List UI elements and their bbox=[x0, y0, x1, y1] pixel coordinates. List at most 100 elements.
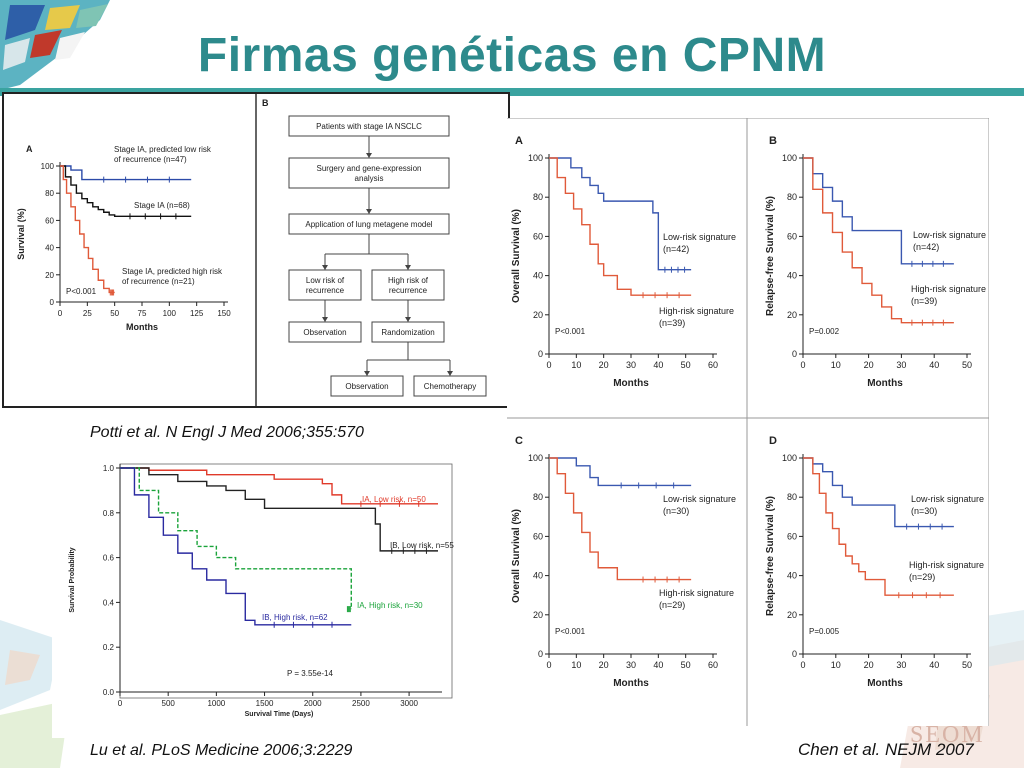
lu-B-y-tick-label: 0.8 bbox=[103, 509, 115, 518]
chen-A-panel-label: A bbox=[515, 135, 523, 147]
chen-A-series-label: High-risk signature bbox=[659, 306, 734, 316]
lu-B-chart: B0.00.20.40.60.81.0050010001500200025003… bbox=[69, 438, 454, 718]
chen-D-y-tick-label: 0 bbox=[792, 649, 797, 659]
potti-figure-panel: A 0 20 40 60 80 100 0 25 50 75 100 125 150 Months Survi… bbox=[2, 92, 510, 408]
chen-A-y-tick-label: 60 bbox=[533, 231, 543, 241]
chen-C-x-tick-label: 60 bbox=[708, 660, 718, 670]
flowchart-box-label-n1: Patients with stage IA NSCLC bbox=[316, 122, 422, 131]
chen-C-x-tick-label: 50 bbox=[681, 660, 691, 670]
chen-D-series-line bbox=[803, 457, 954, 596]
potti-chart-bg bbox=[4, 94, 254, 406]
chen-D-x-tick-label: 0 bbox=[800, 660, 805, 670]
chen-D-x-tick-label: 50 bbox=[962, 660, 972, 670]
chen-C-chart: C 0 20 40 60 80 100 0 10 20 30 40 50 60 Months Overall … bbox=[511, 435, 736, 689]
potti-A-series-line bbox=[60, 165, 192, 218]
lu-B-series-label: IB, High risk, n=62 bbox=[262, 613, 328, 622]
chen-D-y-tick-label: 60 bbox=[787, 531, 797, 541]
potti-A-y-tick-label: 20 bbox=[45, 271, 54, 280]
lu-B-series-line bbox=[120, 467, 352, 610]
chen-B-y-tick-label: 40 bbox=[787, 271, 797, 281]
chen-C-series-label: High-risk signature bbox=[659, 588, 734, 598]
lu-B-y-tick-label: 1.0 bbox=[103, 464, 115, 473]
chen-C-series-label: (n=30) bbox=[663, 506, 689, 516]
potti-chart-and-flowchart: A 0 20 40 60 80 100 0 25 50 75 100 125 150 Months Survi… bbox=[4, 94, 487, 406]
lu-B-series-label: IB, Low risk, n=55 bbox=[390, 541, 454, 550]
chen-B-x-tick-label: 50 bbox=[962, 360, 972, 370]
chen-C-y-tick-label: 40 bbox=[533, 571, 543, 581]
title-underline-bar bbox=[0, 88, 1024, 96]
chen-B-series-line bbox=[803, 157, 954, 324]
chen-figure-panel: A 0 20 40 60 80 100 0 10 20 30 40 50 60 Months Overall … bbox=[507, 117, 990, 726]
chen-B-x-tick-label: 40 bbox=[929, 360, 939, 370]
chen-B-series-label: (n=42) bbox=[913, 242, 939, 252]
chen-B-y-tick-label: 20 bbox=[787, 310, 797, 320]
potti-A-y-tick-label: 100 bbox=[41, 162, 55, 171]
flowchart-arrow-7-head bbox=[364, 371, 370, 376]
potti-A-y-tick-label: 40 bbox=[45, 244, 54, 253]
chen-C-series-label: Low-risk signature bbox=[663, 494, 736, 504]
chen-A-y-axis-label: Overall Survival (%) bbox=[511, 209, 522, 303]
chen-C-y-axis-label: Overall Survival (%) bbox=[511, 509, 522, 603]
chen-A-y-tick-label: 0 bbox=[538, 349, 543, 359]
potti-A-y-tick-label: 80 bbox=[45, 189, 54, 198]
chen-B-series-line bbox=[803, 157, 954, 265]
chen-B-series-label: Low-risk signature bbox=[913, 230, 986, 240]
chen-B-panel-label: B bbox=[769, 135, 777, 147]
chen-D-series-line bbox=[803, 457, 954, 528]
chen-D-chart: D 0 20 40 60 80 100 0 10 20 30 40 50 Months Relapse-fr… bbox=[765, 435, 984, 689]
chen-A-y-tick-label: 40 bbox=[533, 271, 543, 281]
potti-A-y-tick-label: 0 bbox=[50, 298, 55, 307]
chen-D-y-axis-label: Relapse-free Survival (%) bbox=[765, 496, 776, 616]
potti-A-series-label: Stage IA (n=68) bbox=[134, 201, 190, 210]
chen-C-y-tick-label: 100 bbox=[528, 453, 543, 463]
chen-C-series-line bbox=[549, 457, 692, 581]
potti-A-series-label: of recurrence (n=21) bbox=[122, 277, 195, 286]
lu-B-y-tick-label: 0.4 bbox=[103, 598, 115, 607]
potti-A-y-tick-label: 60 bbox=[45, 216, 54, 225]
chen-B-series-label: High-risk signature bbox=[911, 284, 986, 294]
chen-D-x-axis-label: Months bbox=[867, 678, 903, 689]
potti-A-series-label: of recurrence (n=47) bbox=[114, 155, 187, 164]
lu-B-y-tick-label: 0.6 bbox=[103, 554, 115, 563]
chen-C-series-label: (n=29) bbox=[659, 600, 685, 610]
lu-B-x-tick-label: 1000 bbox=[207, 699, 225, 708]
flowchart-box-label-n5: High risk of bbox=[388, 276, 429, 285]
chen-D-series-label: High-risk signature bbox=[909, 560, 984, 570]
chen-B-series-label: (n=39) bbox=[911, 296, 937, 306]
flowchart-arrow-8-head bbox=[447, 371, 453, 376]
lu-B-x-tick-label: 3000 bbox=[400, 699, 418, 708]
chen-C-x-axis-label: Months bbox=[613, 678, 649, 689]
flowchart-panel-label: B bbox=[262, 98, 269, 108]
chen-A-x-tick-label: 0 bbox=[546, 360, 551, 370]
lu-B-series-line bbox=[120, 467, 352, 626]
chen-B-p-value: P=0.002 bbox=[809, 327, 840, 336]
chen-B-y-tick-label: 60 bbox=[787, 231, 797, 241]
flowchart-box-label-n5: recurrence bbox=[389, 286, 428, 295]
chen-A-x-tick-label: 20 bbox=[599, 360, 609, 370]
potti-A-series-label: Stage IA, predicted high risk bbox=[122, 267, 223, 276]
chen-D-series-label: Low-risk signature bbox=[911, 494, 984, 504]
potti-A-y-axis-label: Survival (%) bbox=[16, 208, 26, 260]
lu-B-x-tick-label: 2000 bbox=[304, 699, 322, 708]
potti-A-x-tick-label: 150 bbox=[217, 309, 231, 318]
flowchart-arrow-5-head bbox=[322, 317, 328, 322]
chen-A-series-line bbox=[549, 157, 692, 271]
flowchart-box-label-n2: Surgery and gene-expression bbox=[317, 164, 422, 173]
lu-B-series-label: IA, High risk, n=30 bbox=[357, 601, 423, 610]
lu-B-series-label: IA, Low risk, n=50 bbox=[362, 495, 426, 504]
flowchart-box-label-n7: Randomization bbox=[381, 328, 434, 337]
chen-D-x-tick-label: 30 bbox=[896, 660, 906, 670]
flowchart-box-label-n4: Low risk of bbox=[306, 276, 345, 285]
lu-figure-panel: B0.00.20.40.60.81.0050010001500200025003… bbox=[52, 438, 458, 738]
flowchart-box-n5 bbox=[371, 269, 445, 301]
chen-A-p-value: P<0.001 bbox=[555, 327, 586, 336]
chen-A-series-label: (n=39) bbox=[659, 318, 685, 328]
chen-C-panel-label: C bbox=[515, 435, 523, 447]
chen-B-y-tick-label: 0 bbox=[792, 349, 797, 359]
lu-B-x-tick-label: 500 bbox=[162, 699, 176, 708]
lu-survival-chart: B0.00.20.40.60.81.0050010001500200025003… bbox=[69, 438, 454, 718]
chen-B-x-axis-label: Months bbox=[867, 378, 903, 389]
corner-mosaic-decoration bbox=[0, 0, 110, 90]
seom-watermark-logo: SEOM bbox=[910, 722, 985, 748]
